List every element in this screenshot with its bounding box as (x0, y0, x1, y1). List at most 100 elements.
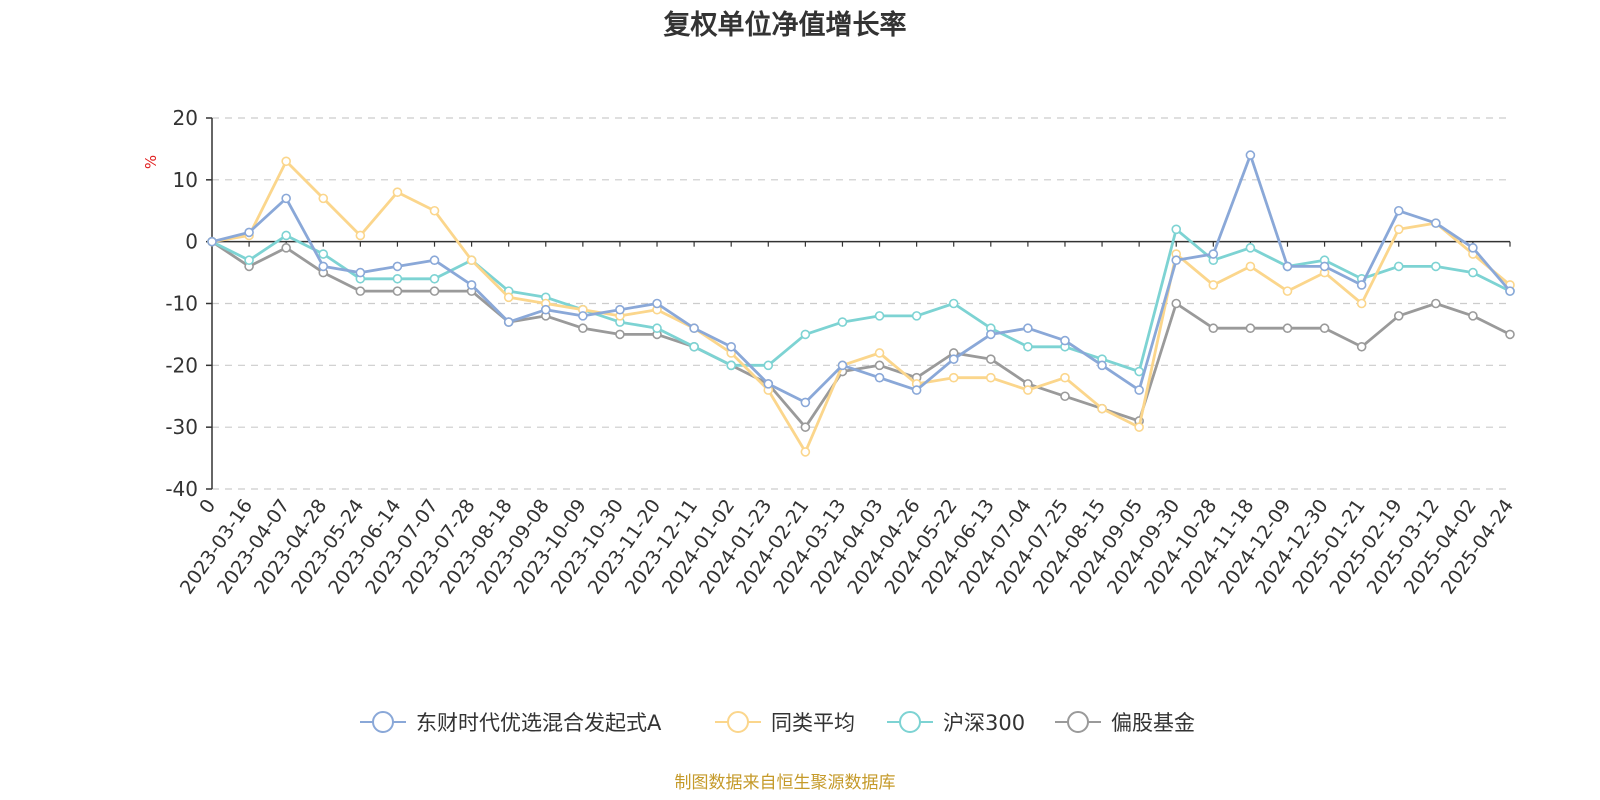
legend-marker-icon (727, 711, 749, 733)
data-point (429, 255, 440, 266)
data-point (726, 341, 737, 352)
series-line-1 (211, 159, 1511, 454)
data-point (1097, 403, 1107, 414)
data-point (1208, 249, 1219, 259)
data-point (503, 292, 514, 303)
legend-marker-icon (372, 711, 394, 733)
data-point (1282, 286, 1293, 296)
data-point (1208, 280, 1219, 290)
data-point (1431, 218, 1441, 228)
data-point (874, 372, 885, 383)
y-tick-label: -40 (165, 477, 198, 501)
data-point (318, 249, 329, 259)
data-point (985, 354, 996, 364)
data-point (1060, 372, 1070, 383)
legend[interactable]: 东财时代优选混合发起式A 同类平均 沪深300 偏股基金 (360, 711, 1195, 735)
x-axis: 02023-03-162023-04-072023-04-282023-05-2… (176, 240, 1518, 598)
y-tick-label: -20 (165, 353, 198, 377)
data-point (985, 329, 996, 340)
data-point (948, 372, 959, 383)
data-point (281, 230, 291, 241)
series-line-2 (211, 227, 1511, 373)
y-tick-label: 20 (173, 106, 198, 130)
chart-title: 复权单位净值增长率 (664, 9, 907, 41)
data-point (466, 280, 477, 290)
data-point (392, 187, 403, 197)
data-point (1245, 261, 1256, 272)
data-point (1431, 298, 1441, 309)
data-point (392, 273, 403, 284)
data-point (1245, 323, 1256, 334)
data-point (800, 397, 811, 408)
data-point (1356, 298, 1367, 309)
data-point (244, 255, 254, 266)
data-point (1468, 267, 1478, 278)
data-point (837, 360, 848, 371)
data-point (1282, 261, 1293, 272)
data-point (1134, 385, 1144, 395)
data-point (1134, 422, 1144, 432)
data-point (355, 230, 366, 241)
data-point (1431, 261, 1441, 272)
data-point (355, 286, 366, 296)
data-point (874, 348, 885, 358)
data-point (911, 311, 922, 321)
data-point (318, 261, 329, 272)
data-point (1356, 341, 1367, 352)
data-point (874, 311, 885, 321)
data-point (1023, 341, 1033, 352)
data-point (392, 261, 403, 272)
legend-item-2[interactable]: 沪深300 (887, 711, 1025, 735)
data-point (911, 385, 922, 395)
data-point (1468, 311, 1478, 321)
data-point (1023, 385, 1033, 395)
data-point (652, 298, 662, 309)
data-point (652, 323, 662, 334)
data-point (1356, 280, 1367, 290)
y-tick-label: 10 (173, 168, 198, 192)
data-point (281, 156, 291, 167)
legend-marker-icon (1067, 711, 1089, 733)
legend-item-1[interactable]: 同类平均 (715, 711, 855, 735)
data-point (689, 341, 699, 352)
data-point (1245, 150, 1256, 160)
data-point (763, 360, 774, 371)
data-point (281, 243, 291, 253)
series-line-3 (211, 240, 1511, 429)
data-point (985, 372, 996, 383)
legend-label: 东财时代优选混合发起式A (416, 711, 662, 735)
y-axis-ticks: 20 10 0 -10 -20 -30 -40 (165, 106, 213, 501)
data-point (1023, 323, 1033, 334)
data-point (1060, 391, 1070, 402)
data-point (763, 379, 774, 389)
data-point (800, 422, 811, 432)
data-point (1134, 366, 1144, 377)
data-point (392, 286, 403, 296)
series-line-0 (211, 153, 1512, 404)
data-point (318, 193, 329, 204)
data-point (244, 227, 254, 238)
data-point (1505, 329, 1515, 340)
data-point (1393, 205, 1404, 216)
data-point (1171, 255, 1182, 266)
x-tick-label: 0 (195, 495, 220, 518)
data-point (1171, 298, 1182, 309)
legend-item-3[interactable]: 偏股基金 (1055, 711, 1195, 735)
data-point (429, 205, 440, 216)
grid-lines (212, 117, 1510, 490)
data-point (1393, 224, 1404, 235)
data-point (1468, 243, 1478, 253)
source-note: 制图数据来自恒生聚源数据库 (675, 773, 896, 793)
legend-label: 沪深300 (943, 711, 1025, 735)
legend-item-0[interactable]: 东财时代优选混合发起式A (360, 711, 662, 735)
data-point (207, 236, 217, 247)
data-point (1282, 323, 1293, 334)
data-point (800, 329, 811, 340)
y-tick-label: -10 (165, 292, 198, 316)
data-point (1097, 360, 1107, 371)
data-point (578, 311, 588, 321)
data-point (1245, 243, 1256, 253)
data-point (1319, 323, 1330, 334)
data-point (800, 447, 811, 457)
data-point (837, 317, 848, 327)
